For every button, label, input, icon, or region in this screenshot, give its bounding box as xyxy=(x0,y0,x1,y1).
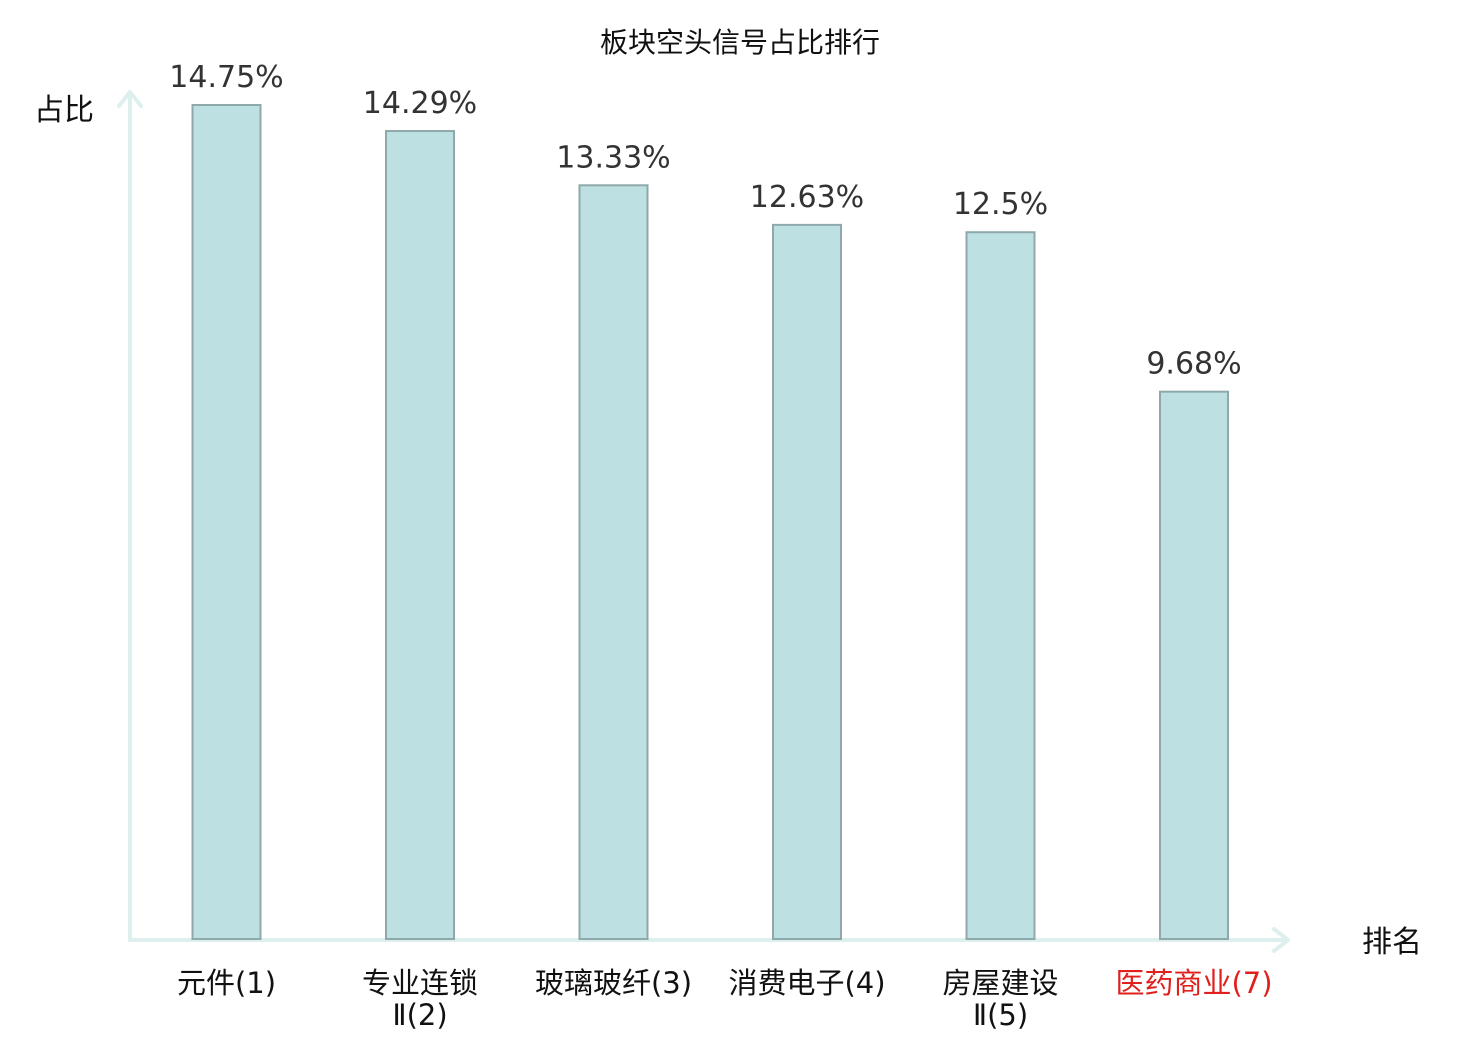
value-label-6: 9.68% xyxy=(1146,347,1241,382)
bar-4 xyxy=(772,223,842,941)
bars-group xyxy=(191,104,1229,941)
y-axis-arrow-icon xyxy=(117,90,143,108)
value-label-2: 14.29% xyxy=(363,86,477,121)
value-label-1: 14.75% xyxy=(169,60,283,95)
value-label-3: 13.33% xyxy=(556,140,670,175)
category-label-6: 医药商业(7) xyxy=(1115,966,1272,1000)
value-label-4: 12.63% xyxy=(750,180,864,215)
category-label-3: 玻璃玻纤(3) xyxy=(535,966,692,1000)
bar-2 xyxy=(385,130,455,940)
chart-title: 板块空头信号占比排行 xyxy=(600,26,880,59)
value-label-5: 12.5% xyxy=(953,187,1048,222)
x-axis-label: 排名 xyxy=(1362,925,1422,960)
bar-3 xyxy=(578,184,649,941)
category-label-2: 专业连锁 xyxy=(362,966,478,1000)
x-axis-arrow-icon xyxy=(1272,927,1290,953)
category-label-2-line-2: Ⅱ(2) xyxy=(392,998,447,1032)
value-labels-group: 14.75% 14.29% 13.33% 12.63% 12.5% 9.68% xyxy=(169,60,1241,382)
bar-6 xyxy=(1159,390,1229,940)
category-label-5-line-2: Ⅱ(5) xyxy=(973,998,1028,1032)
bar-1 xyxy=(191,104,262,940)
category-label-5: 房屋建设 xyxy=(942,966,1058,1000)
category-label-1: 元件(1) xyxy=(177,966,276,1000)
bar-5 xyxy=(965,231,1036,940)
y-axis-label: 占比 xyxy=(34,93,94,128)
category-label-4: 消费电子(4) xyxy=(728,966,885,1000)
